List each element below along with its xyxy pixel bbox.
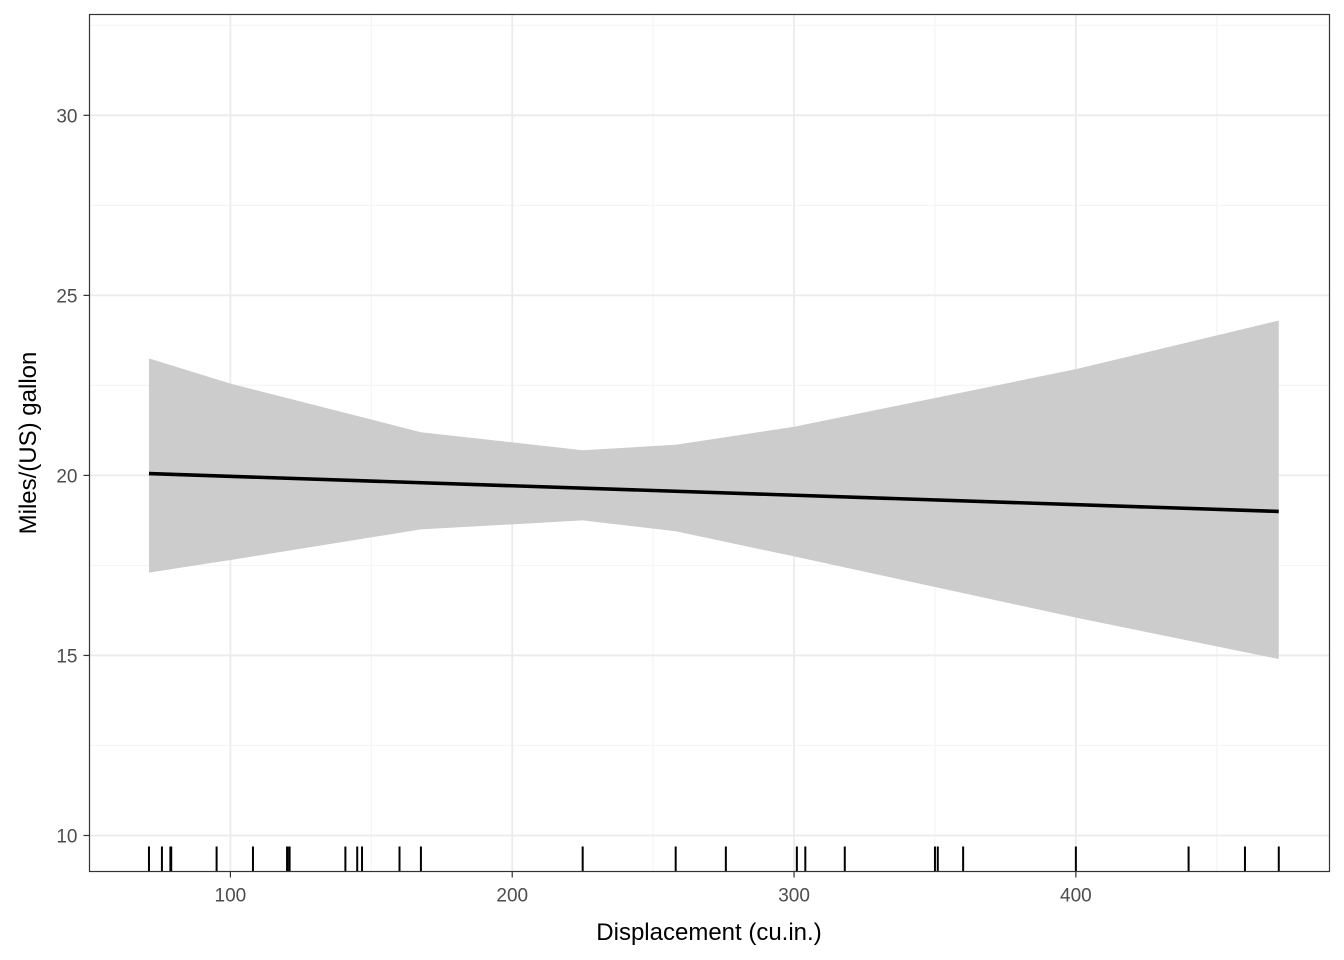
x-axis-title: Displacement (cu.in.) [596,919,821,946]
y-axis: 10 15 20 25 30 [56,106,90,847]
y-tick-label: 10 [56,826,77,847]
y-tick-label: 15 [56,646,77,667]
x-axis: 100 200 300 400 [215,871,1092,907]
confidence-band-layer [148,320,1279,660]
x-tick-label: 200 [496,886,528,907]
y-axis-title: Miles/(US) gallon [15,352,42,535]
y-tick-label: 20 [56,466,77,487]
panel-border [88,13,1331,873]
x-tick-label: 300 [778,886,810,907]
y-tick-label: 25 [56,286,77,307]
y-tick-label: 30 [56,106,77,127]
x-tick-label: 100 [215,886,247,907]
confidence-band [148,320,1279,660]
regression-line-layer [148,471,1279,514]
rug-layer [147,846,1280,872]
x-tick-label: 400 [1060,886,1092,907]
regression-line [148,471,1279,514]
